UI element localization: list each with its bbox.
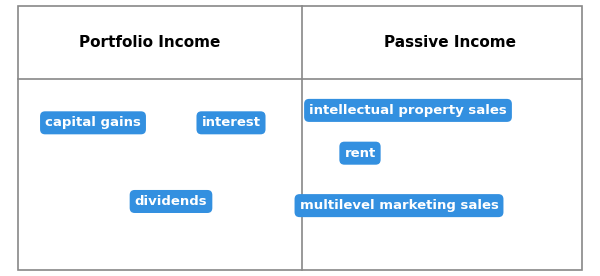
Text: dividends: dividends bbox=[134, 195, 208, 208]
Text: Passive Income: Passive Income bbox=[384, 34, 516, 50]
Text: multilevel marketing sales: multilevel marketing sales bbox=[299, 199, 499, 212]
Text: capital gains: capital gains bbox=[45, 116, 141, 129]
FancyBboxPatch shape bbox=[18, 6, 582, 270]
Text: intellectual property sales: intellectual property sales bbox=[309, 104, 507, 117]
Text: rent: rent bbox=[344, 147, 376, 160]
Text: interest: interest bbox=[202, 116, 260, 129]
Text: Portfolio Income: Portfolio Income bbox=[79, 34, 221, 50]
